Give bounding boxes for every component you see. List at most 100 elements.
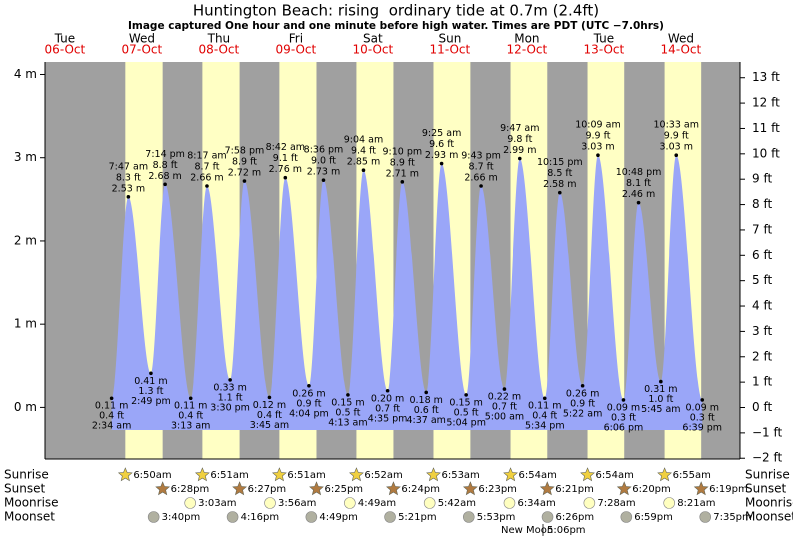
tide-point <box>163 182 167 187</box>
sunrise-time: 6:50am <box>133 470 171 481</box>
day-date: 11-Oct <box>430 43 471 57</box>
sunrise-time: 6:55am <box>673 470 711 481</box>
tide-point <box>464 393 468 397</box>
tide-label: 5:04 pm <box>446 417 486 428</box>
sunrise-icon <box>271 467 287 482</box>
moonrise-time: 6:34am <box>517 498 555 509</box>
moonrise-icon <box>184 497 196 509</box>
tide-label: 1.3 ft <box>138 386 163 397</box>
sunset-time: 6:23pm <box>478 484 517 495</box>
tide-label: 0.31 m <box>644 384 677 395</box>
y2-tick-label: −1 ft <box>752 425 783 439</box>
tide-label: 9.0 ft <box>311 156 336 167</box>
moonrise-time: 5:42am <box>438 498 476 509</box>
sunrise-time: 6:54am <box>596 470 634 481</box>
sunrise-icon <box>657 467 672 482</box>
y2-tick-label: 8 ft <box>752 197 772 211</box>
tide-label: 3:13 am <box>171 421 210 432</box>
moonset-icon <box>620 511 633 523</box>
tide-label: 0.09 m <box>686 402 719 413</box>
tide-label: 0.15 m <box>449 397 482 408</box>
sunset-time: 6:20pm <box>632 484 671 495</box>
tide-label: 9.9 ft <box>585 131 610 142</box>
row-label: Sunset <box>4 482 45 496</box>
tide-label: 0.41 m <box>134 376 167 387</box>
tide-label: 0.26 m <box>292 388 325 399</box>
tide-area <box>111 155 703 430</box>
tide-label: 9.1 ft <box>273 153 298 164</box>
tide-label: 10:15 pm <box>537 157 583 168</box>
tide-point <box>659 379 663 384</box>
sunrise-time: 6:51am <box>287 470 325 481</box>
tide-label: 1.0 ft <box>648 394 673 405</box>
tide-label: 8.9 ft <box>232 157 257 168</box>
moon-phase-time: 5:06pm <box>547 525 586 536</box>
day-name: Mon <box>514 32 539 46</box>
day-date: 09-Oct <box>276 43 317 57</box>
y2-tick-label: −2 ft <box>752 451 783 465</box>
y2-tick-label: 13 ft <box>752 70 780 84</box>
tide-label: 9:04 am <box>344 135 383 146</box>
tide-label: 8.1 ft <box>626 178 651 189</box>
sunset-icon <box>693 481 709 496</box>
tide-label: 0.4 ft <box>257 410 282 421</box>
tide-label: 3:45 am <box>250 420 289 431</box>
y2-tick-label: 0 ft <box>752 400 772 414</box>
y2-tick-label: 6 ft <box>752 248 772 262</box>
tide-label: 2:49 pm <box>131 396 171 407</box>
y2-tick-label: 9 ft <box>752 172 772 186</box>
y2-tick-label: 4 ft <box>752 299 772 313</box>
tide-point <box>321 178 326 182</box>
row-label: Sunrise <box>745 468 790 482</box>
tide-label: 0.6 ft <box>414 405 439 416</box>
tide-label: 8:42 am <box>266 142 305 153</box>
tide-label: 0.9 ft <box>296 398 321 409</box>
tide-label: 8.9 ft <box>390 157 415 168</box>
tide-label: 2.73 m <box>307 167 340 178</box>
sunrise-icon <box>194 467 210 482</box>
day-name: Wed <box>129 32 155 46</box>
moonrise-time: 3:03am <box>198 498 236 509</box>
tide-label: 1.1 ft <box>218 392 243 403</box>
tide-point <box>502 387 507 391</box>
sunset-time: 6:24pm <box>401 484 440 495</box>
sunrise-icon <box>426 467 441 482</box>
tide-label: 10:33 am <box>654 120 699 131</box>
day-name: Sun <box>438 32 461 46</box>
tide-label: 5:45 am <box>641 404 680 415</box>
tide-label: 5:22 am <box>563 408 602 419</box>
tide-point <box>424 390 429 395</box>
tide-label: 2.66 m <box>190 173 223 184</box>
sunset-time: 6:25pm <box>324 484 363 495</box>
moonset-time: 4:49pm <box>319 512 358 523</box>
chart-title: Huntington Beach: rising ordinary tide a… <box>193 2 599 20</box>
y-tick-label: 4 m <box>14 67 37 81</box>
tide-label: 10:09 am <box>575 120 620 131</box>
tide-label: 0.4 ft <box>178 411 203 422</box>
tide-label: 9.4 ft <box>351 146 376 157</box>
tide-label: 0.26 m <box>566 388 599 399</box>
tide-label: 4:04 pm <box>289 408 329 419</box>
tide-point <box>479 184 483 188</box>
tide-label: 7:58 pm <box>225 146 265 157</box>
moonset-icon <box>147 511 160 523</box>
tide-label: 2.68 m <box>148 171 181 182</box>
moonset-time: 5:53pm <box>477 512 516 523</box>
tide-point <box>621 398 626 402</box>
tide-label: 0.22 m <box>488 392 521 403</box>
tide-point <box>283 175 288 180</box>
sunrise-time: 6:54am <box>519 470 557 481</box>
day-name: Thu <box>207 32 231 46</box>
day-date: 14-Oct <box>661 43 702 57</box>
tide-label: 3.03 m <box>581 142 614 153</box>
sunrise-time: 6:52am <box>364 470 402 481</box>
sunset-icon <box>309 481 324 496</box>
tide-label: 0.7 ft <box>492 402 517 413</box>
tide-point <box>126 195 131 199</box>
tide-label: 8:17 am <box>187 151 226 162</box>
y-tick-label: 2 m <box>14 233 37 247</box>
tide-label: 0.11 m <box>174 401 207 412</box>
tide-point <box>580 383 585 388</box>
sunrise-time: 6:53am <box>441 470 479 481</box>
